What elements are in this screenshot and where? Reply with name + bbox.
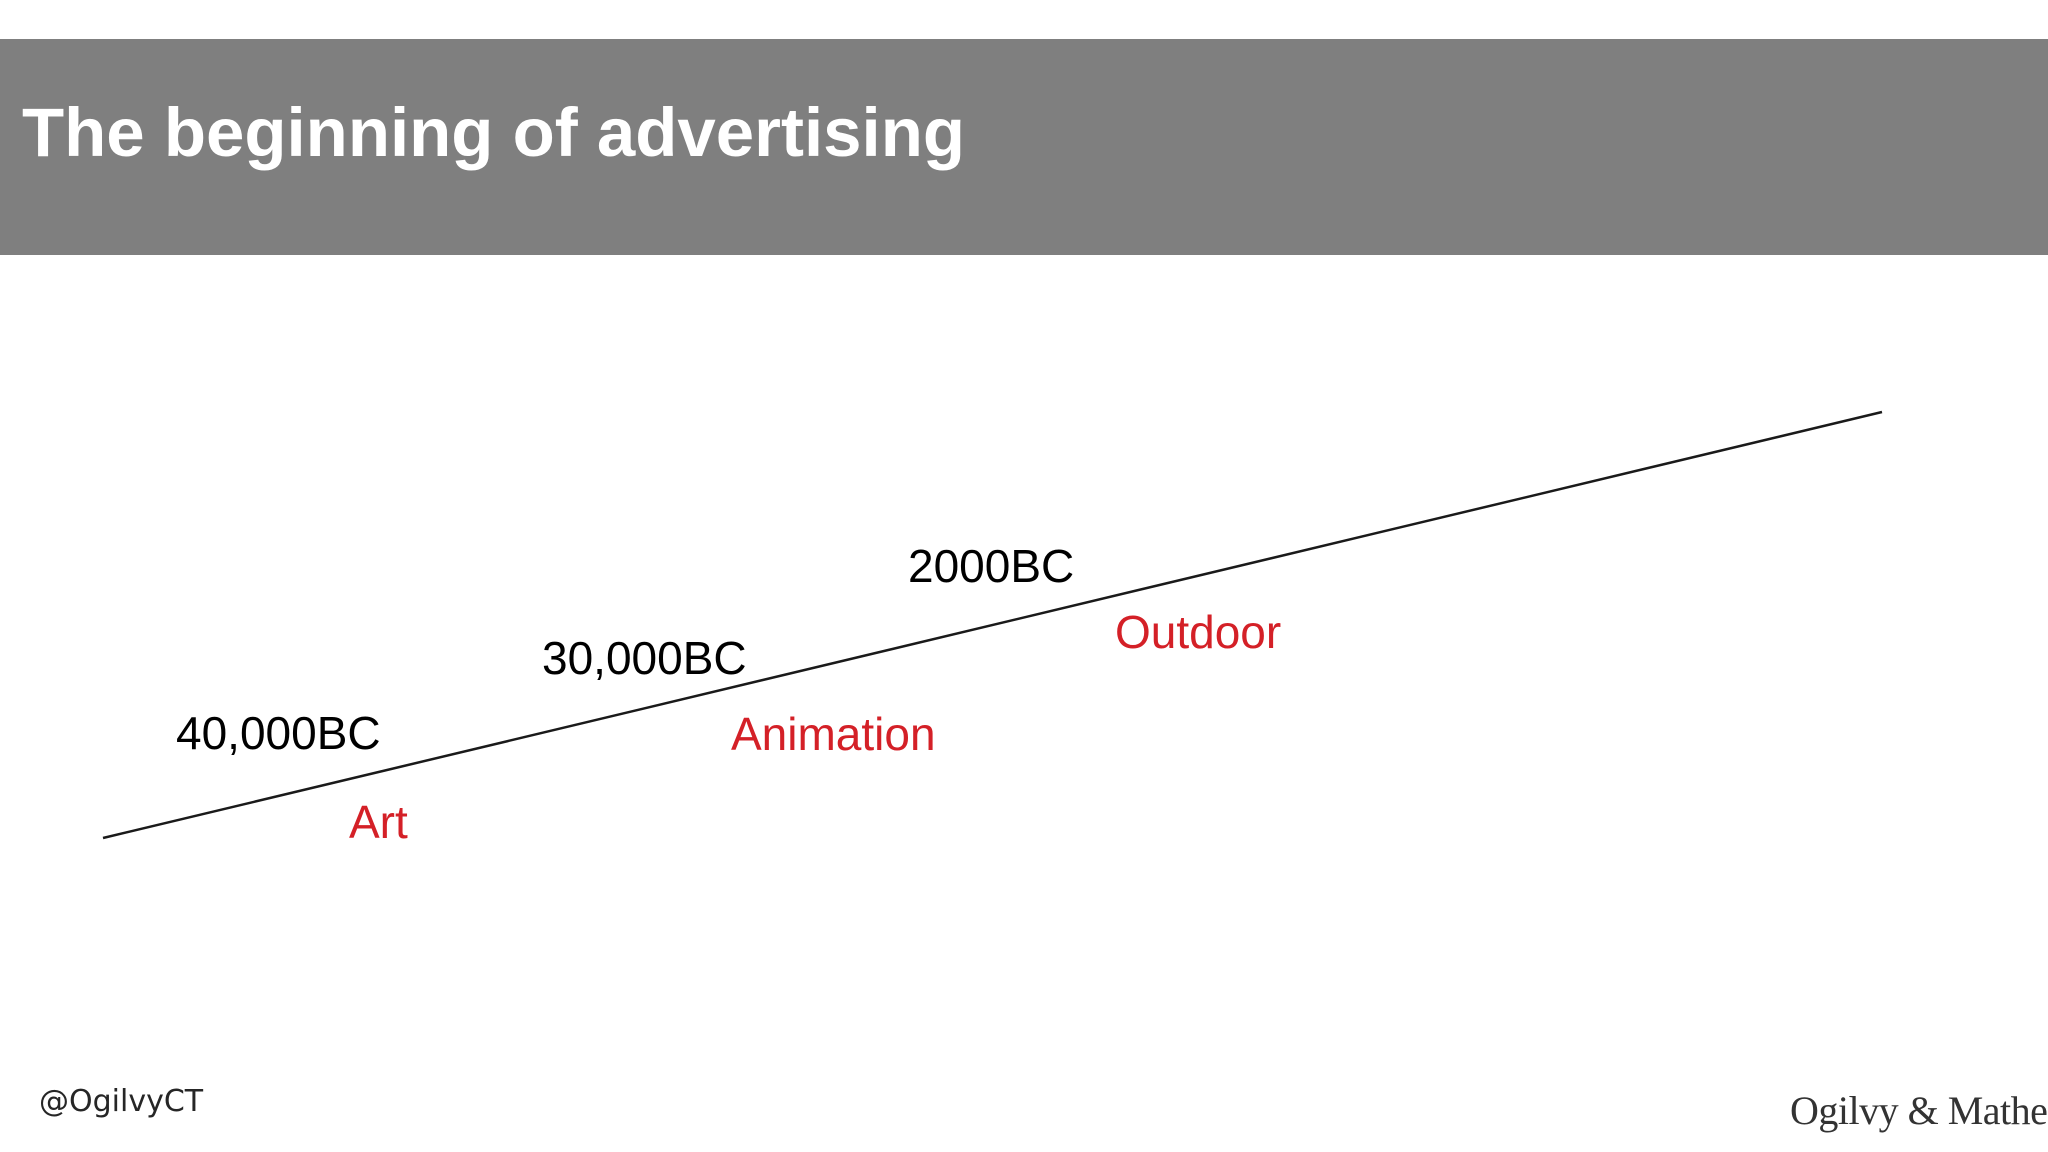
timeline-line [102, 410, 1883, 840]
title-bar [0, 39, 2048, 255]
milestone-year-1: 40,000BC [176, 707, 381, 759]
ogilvy-mather-logo: Ogilvy & Mather [1790, 1088, 2048, 1133]
twitter-handle: @OgilvyCT [39, 1084, 204, 1119]
milestone-event-3: Outdoor [1115, 606, 1282, 658]
milestone-event-1: Art [349, 796, 408, 848]
milestone-year-3: 2000BC [908, 540, 1075, 592]
milestone-event-2: Animation [731, 708, 936, 760]
slide-title: The beginning of advertising [22, 94, 966, 171]
milestone-year-2: 30,000BC [542, 632, 747, 684]
